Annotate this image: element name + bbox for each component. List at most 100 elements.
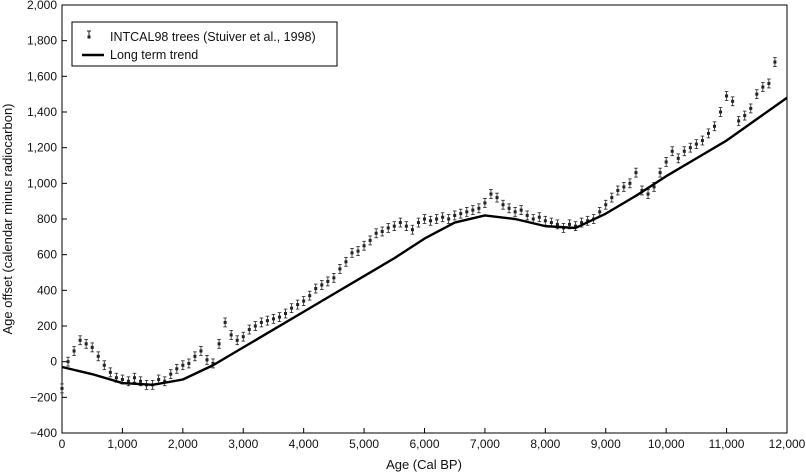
- data-point: [495, 192, 499, 203]
- x-axis-title: Age (Cal BP): [386, 457, 462, 472]
- x-tick-label: 11,000: [709, 437, 745, 451]
- y-tick-label: 0: [50, 355, 57, 369]
- data-point: [72, 346, 76, 356]
- data-point: [688, 142, 693, 153]
- x-tick-label: 5,000: [349, 437, 379, 451]
- data-point: [609, 192, 614, 203]
- data-point: [247, 324, 252, 335]
- data-point: [277, 312, 282, 322]
- y-tick-label: 1,000: [27, 176, 57, 190]
- y-tick-label: −400: [30, 426, 57, 440]
- data-point: [767, 78, 771, 89]
- data-point: [265, 315, 270, 326]
- data-point: [519, 205, 523, 215]
- data-point: [162, 376, 167, 387]
- data-point: [181, 360, 185, 371]
- legend-label-trend: Long term trend: [110, 48, 198, 62]
- data-point: [223, 317, 227, 328]
- data-point: [217, 338, 221, 349]
- data-point: [416, 217, 421, 228]
- data-point: [718, 107, 723, 117]
- y-tick-label: 1,400: [27, 105, 57, 119]
- data-point: [229, 330, 233, 340]
- data-point: [96, 351, 101, 362]
- data-point: [670, 146, 675, 157]
- data-point: [410, 224, 415, 235]
- x-tick-label: 10,000: [648, 437, 685, 451]
- data-point: [477, 203, 481, 214]
- data-point: [108, 367, 113, 378]
- data-point: [253, 321, 258, 331]
- data-point: [344, 256, 348, 267]
- x-axis: 0 1,000 2,000 3,000 4,000 5,000 6,000 7,000 8,00…: [59, 428, 806, 451]
- data-point: [712, 121, 717, 132]
- data-point: [368, 235, 372, 246]
- data-point: [622, 182, 626, 192]
- data-point: [446, 214, 451, 224]
- data-point: [616, 185, 620, 196]
- data-point: [313, 283, 318, 294]
- data-point: [434, 214, 439, 224]
- x-tick-label: 7,000: [470, 437, 500, 451]
- data-point: [422, 214, 427, 224]
- legend-label-points: INTCAL98 trees (Stuiver et al., 1998): [110, 30, 316, 44]
- x-tick-label: 8,000: [530, 437, 560, 451]
- data-point: [736, 116, 741, 126]
- data-point: [326, 276, 330, 287]
- data-point: [241, 331, 246, 342]
- x-tick-label: 12,000: [769, 437, 806, 451]
- data-point: [271, 314, 276, 324]
- data-point: [283, 308, 288, 319]
- data-point: [754, 89, 759, 100]
- data-point: [742, 110, 747, 121]
- data-point: [90, 342, 95, 353]
- data-point: [174, 363, 179, 374]
- data-point: [78, 335, 82, 346]
- data-point: [634, 167, 638, 178]
- data-point: [585, 215, 590, 226]
- x-tick-label: 3,000: [228, 437, 258, 451]
- x-tick-label: 9,000: [591, 437, 621, 451]
- data-point: [193, 351, 197, 362]
- data-point: [761, 82, 765, 92]
- data-point: [525, 210, 530, 221]
- data-point: [60, 383, 64, 394]
- data-point: [199, 346, 203, 356]
- data-point: [374, 228, 378, 239]
- data-point: [386, 223, 391, 233]
- data-point: [398, 217, 403, 228]
- y-tick-label: −200: [30, 390, 57, 404]
- data-point: [259, 317, 264, 328]
- data-point: [338, 264, 342, 274]
- data-point: [501, 199, 505, 210]
- data-point: [356, 246, 360, 256]
- data-point: [440, 212, 445, 223]
- y-tick-label: 600: [37, 248, 57, 262]
- data-point: [489, 189, 493, 199]
- y-tick-label: 2,000: [27, 0, 57, 12]
- data-point: [168, 369, 173, 380]
- trend-line: [61, 96, 788, 387]
- x-tick-label: 4,000: [289, 437, 319, 451]
- scatter-points: [60, 57, 777, 394]
- y-tick-label: 200: [37, 319, 57, 333]
- data-point: [513, 207, 517, 217]
- data-point: [464, 207, 469, 217]
- data-point: [350, 248, 354, 258]
- x-tick-label: 1,000: [107, 437, 137, 451]
- data-point: [235, 335, 240, 346]
- data-point: [724, 91, 729, 101]
- legend-box: [71, 21, 338, 67]
- data-point: [428, 215, 433, 226]
- data-point: [773, 57, 777, 67]
- y-axis-title: Age offset (calendar minus radiocarbon): [0, 104, 15, 335]
- data-point: [380, 226, 385, 237]
- data-point: [132, 372, 137, 383]
- data-point: [295, 299, 300, 310]
- data-point: [658, 167, 662, 178]
- data-point: [507, 203, 511, 214]
- data-point: [603, 199, 608, 210]
- data-point: [187, 358, 191, 369]
- data-point: [452, 210, 457, 221]
